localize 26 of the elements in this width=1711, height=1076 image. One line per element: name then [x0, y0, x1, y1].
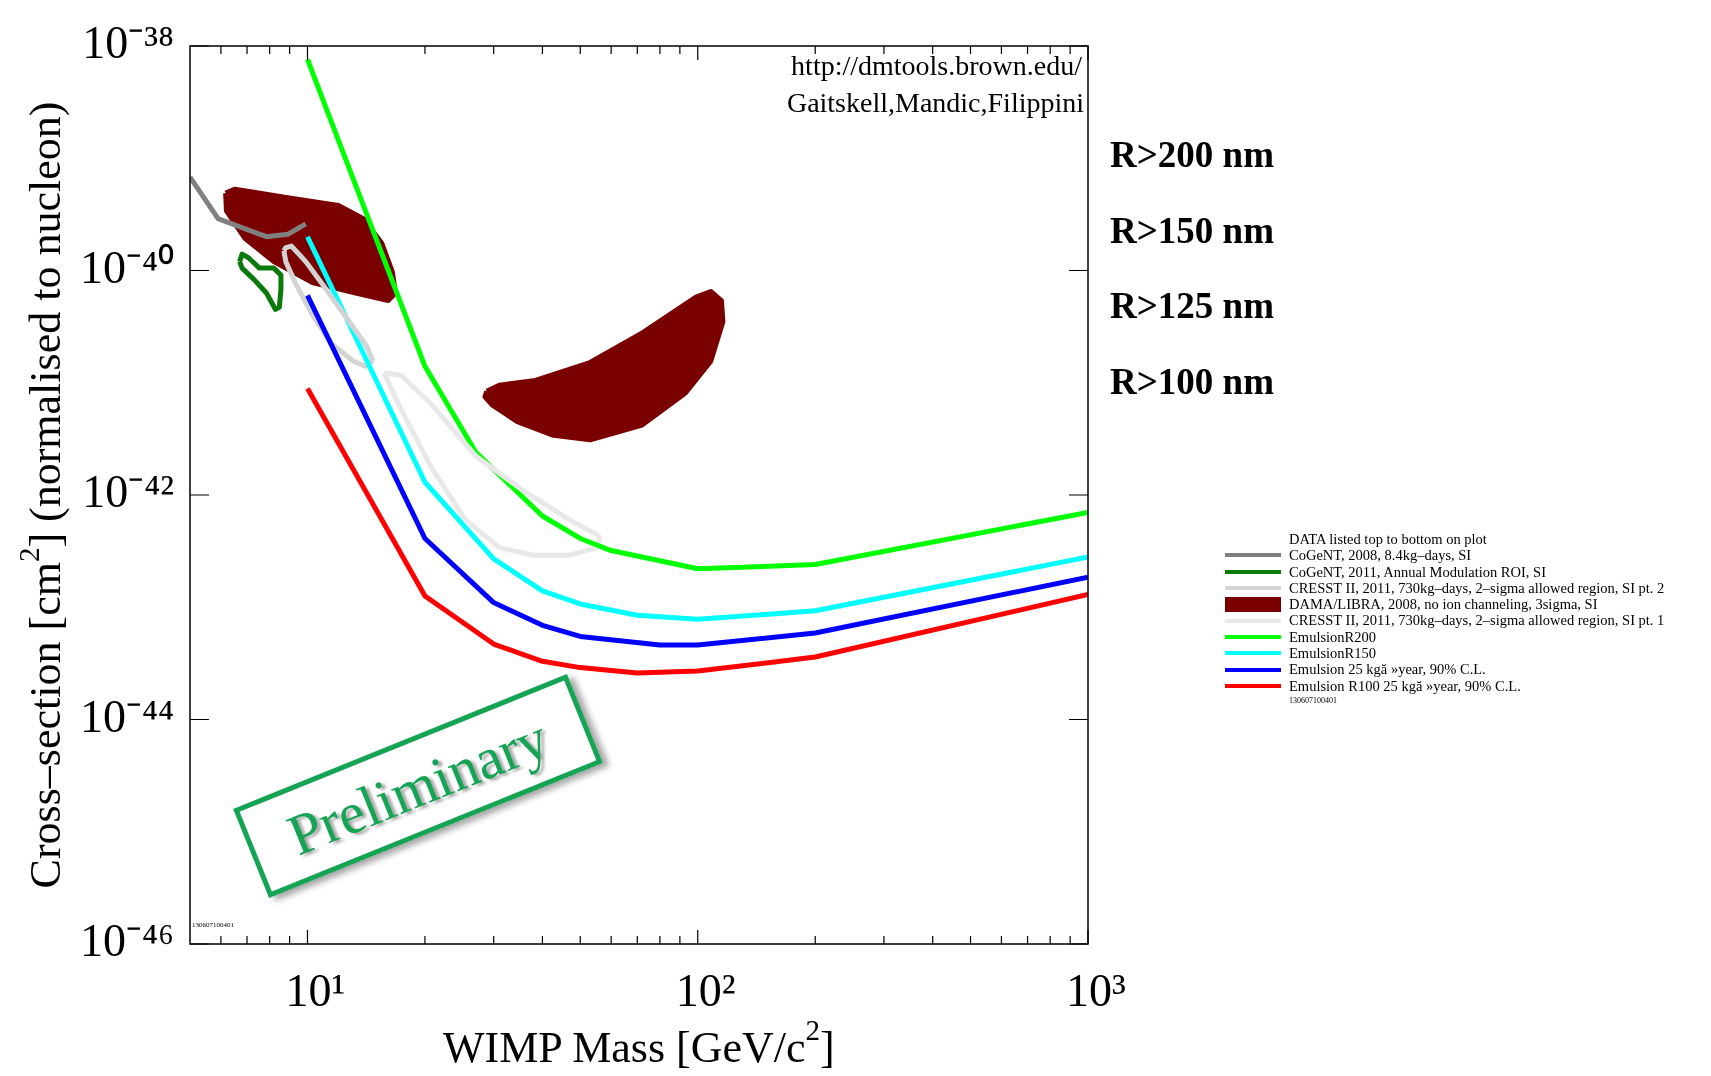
legend-label: CRESST II, 2011, 730kg–days, 2–sigma allowed region, SI pt. 2 — [1289, 579, 1665, 597]
x-tick-label: 10³ — [1066, 964, 1126, 1016]
y-tick-label: 10⁻⁴⁰ — [79, 241, 174, 293]
x-tick-label: 10² — [675, 964, 736, 1016]
legend-label: EmulsionR200 — [1289, 628, 1377, 646]
y-tick-label: 10⁻³⁸ — [82, 17, 174, 69]
legend-title: DATA listed top to bottom on plot — [1288, 531, 1488, 548]
y-tick-label: 10⁻⁴⁴ — [79, 690, 174, 742]
legend-label: DAMA/LIBRA, 2008, no ion channeling, 3sigma, SI — [1289, 596, 1598, 613]
text: R>100 nm — [1110, 361, 1274, 402]
legend-label: CoGeNT, 2011, Annual Modulation ROI, SI — [1289, 563, 1546, 580]
text: R>200 nm — [1110, 134, 1274, 175]
y-tick-label: 10⁻⁴² — [82, 466, 174, 518]
legend-label: Emulsion R100 25 kgă »year, 90% C.L. — [1289, 677, 1521, 694]
legend-label: Emulsion 25 kgă »year, 90% C.L. — [1289, 661, 1486, 678]
text: 130607100401 — [1289, 696, 1337, 705]
legend-label: EmulsionR150 — [1289, 645, 1377, 662]
annotation: Gaitskell,Mandic,Filippini — [786, 87, 1084, 118]
legend-label: CRESST II, 2011, 730kg–days, 2–sigma allowed region, SI pt. 1 — [1289, 612, 1665, 629]
text: R>125 nm — [1110, 285, 1274, 326]
annotation: http://dmtools.brown.edu/ — [791, 50, 1082, 81]
y-tick-label: 10⁻⁴⁶ — [79, 915, 174, 967]
legend-label: CoGeNT, 2008, 8.4kg–days, SI — [1289, 547, 1472, 564]
x-axis-title: WIMP Mass [GeV/c$^{2}$] — [443, 1014, 835, 1072]
x-tick-label: 10¹ — [285, 964, 346, 1016]
text: R>150 nm — [1110, 210, 1274, 251]
